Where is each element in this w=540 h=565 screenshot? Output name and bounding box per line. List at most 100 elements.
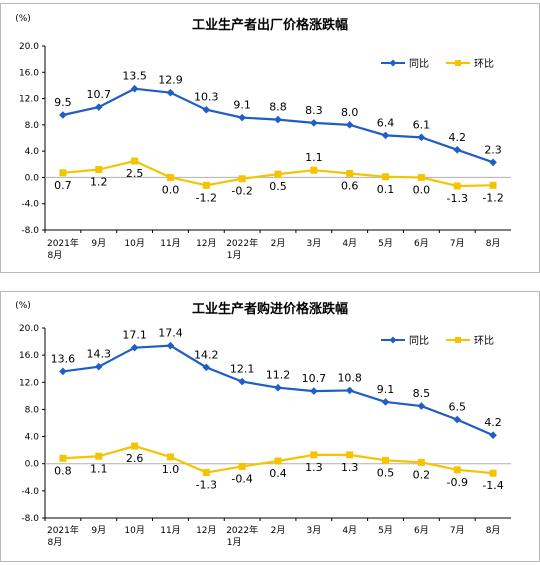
y-tick-label: 20.0 <box>19 324 39 334</box>
x-tick-label: 10月 <box>124 525 144 536</box>
data-label-mom: 0.5 <box>377 466 395 479</box>
x-tick-label: 2021年 <box>47 237 79 249</box>
data-label-yoy: 8.0 <box>341 106 359 119</box>
data-point-yoy <box>417 133 426 142</box>
data-label-mom: 2.5 <box>126 167 144 180</box>
x-tick-sublabel: 8月 <box>48 250 63 261</box>
data-point-yoy <box>94 103 103 111</box>
x-tick-label: 8月 <box>486 525 501 536</box>
y-tick-label: -8.0 <box>21 226 39 236</box>
y-tick-label: 4.0 <box>25 433 40 443</box>
data-point-mom <box>131 442 139 450</box>
data-point-yoy <box>130 343 139 352</box>
data-label-mom: -0.4 <box>231 472 252 485</box>
data-label-mom: 1.0 <box>162 463 180 476</box>
chart-purchase-price: 工业生产者购进价格涨跌幅 (%) 20.0 16.0 12.0 8.0 4.0 0.0 -4.0… <box>15 301 511 548</box>
data-point-yoy <box>381 131 390 140</box>
data-point-yoy <box>59 111 67 119</box>
data-point-yoy <box>345 386 354 395</box>
chart-panel-purchase: 工业生产者购进价格涨跌幅 (%) 20.0 16.0 12.0 8.0 4.0 0.0 -4.0… <box>0 291 540 562</box>
data-point-mom <box>382 456 390 464</box>
data-point-mom <box>310 451 318 459</box>
data-label-yoy: 6.1 <box>413 118 431 131</box>
y-tick-label: -4.0 <box>21 487 39 497</box>
x-tick-label: 2022年 <box>226 524 258 536</box>
legend-marker-yoy <box>389 336 397 344</box>
data-point-mom <box>346 451 354 459</box>
y-tick-label: 0.0 <box>25 173 40 183</box>
data-label-yoy: 9.1 <box>377 383 395 396</box>
data-point-yoy <box>238 113 246 122</box>
data-point-yoy <box>59 367 67 376</box>
legend-label-mom: 环比 <box>474 58 494 70</box>
data-label-mom: 0.7 <box>54 179 72 192</box>
data-label-yoy: 14.2 <box>194 348 219 361</box>
data-label-mom: 1.2 <box>90 176 108 189</box>
data-point-mom <box>274 457 282 465</box>
y-tick-label: 12.0 <box>19 378 39 388</box>
x-tick-label: 6月 <box>414 525 429 536</box>
data-point-yoy <box>310 119 318 127</box>
x-tick-label: 10月 <box>124 238 144 249</box>
data-point-yoy <box>381 398 390 406</box>
data-point-mom <box>453 182 461 190</box>
data-label-mom: -0.9 <box>446 476 467 489</box>
x-tick-label: 7月 <box>450 525 465 536</box>
y-tick-label: -8.0 <box>21 514 39 524</box>
y-tick-label: 4.0 <box>25 147 40 157</box>
x-tick-label: 11月 <box>160 525 180 536</box>
data-point-mom <box>131 157 139 165</box>
data-point-mom <box>417 173 425 181</box>
x-tick-label: 2月 <box>271 238 286 249</box>
y-tick-label: 20.0 <box>19 42 39 52</box>
data-label-mom: 1.3 <box>305 461 323 474</box>
data-point-yoy <box>202 105 211 114</box>
x-tick-label: 6月 <box>414 238 429 249</box>
data-point-yoy <box>453 146 462 154</box>
y-tick-label: 0.0 <box>25 460 40 470</box>
data-point-mom <box>382 173 390 181</box>
data-label-yoy: 9.5 <box>54 96 72 109</box>
data-label-yoy: 17.4 <box>158 327 183 340</box>
data-label-mom: 0.1 <box>377 183 395 196</box>
data-label-mom: 0.5 <box>269 180 287 193</box>
data-label-mom: 0.2 <box>413 468 431 481</box>
data-label-mom: 0.6 <box>341 179 359 192</box>
data-point-mom <box>59 454 67 462</box>
data-label-yoy: 10.8 <box>337 371 362 384</box>
data-point-mom <box>274 170 282 178</box>
data-label-yoy: 10.7 <box>302 372 327 385</box>
data-label-yoy: 8.5 <box>413 387 431 400</box>
y-tick-label: 16.0 <box>19 68 39 78</box>
x-tick-label: 4月 <box>342 525 357 536</box>
data-point-mom <box>95 166 103 174</box>
data-point-yoy <box>417 402 426 410</box>
x-tick-label: 12月 <box>196 525 216 536</box>
data-label-mom: -1.2 <box>482 191 503 204</box>
data-label-mom: -1.2 <box>196 191 217 204</box>
x-tick-sublabel: 1月 <box>227 537 242 548</box>
data-point-mom <box>95 452 103 460</box>
data-label-yoy: 11.2 <box>266 369 291 382</box>
data-point-yoy <box>130 84 139 93</box>
data-label-mom: 0.4 <box>269 467 287 480</box>
data-label-mom: -1.3 <box>196 479 217 492</box>
x-tick-label: 2月 <box>271 525 286 536</box>
data-point-mom <box>238 175 246 183</box>
data-label-mom: 0.0 <box>162 183 180 196</box>
data-point-yoy <box>274 383 282 392</box>
legend-label-yoy: 同比 <box>409 335 429 347</box>
data-label-yoy: 8.3 <box>305 104 323 117</box>
data-label-yoy: 8.8 <box>269 101 287 114</box>
x-tick-label: 3月 <box>306 238 321 249</box>
x-tick-label: 2022年 <box>226 237 258 249</box>
x-tick-sublabel: 8月 <box>48 537 63 548</box>
chart-ex-factory-price: 工业生产者出厂价格涨跌幅 (%) 20.0 16.0 12.0 8.0 4.0 0.0 -4.0… <box>15 14 511 261</box>
data-point-mom <box>417 458 425 466</box>
data-point-mom <box>59 169 67 177</box>
data-label-yoy: 2.3 <box>484 143 502 156</box>
y-tick-label: 8.0 <box>25 405 40 415</box>
x-tick-label: 9月 <box>91 525 106 536</box>
data-label-mom: 0.8 <box>54 464 72 477</box>
x-tick-sublabel: 1月 <box>227 250 242 261</box>
